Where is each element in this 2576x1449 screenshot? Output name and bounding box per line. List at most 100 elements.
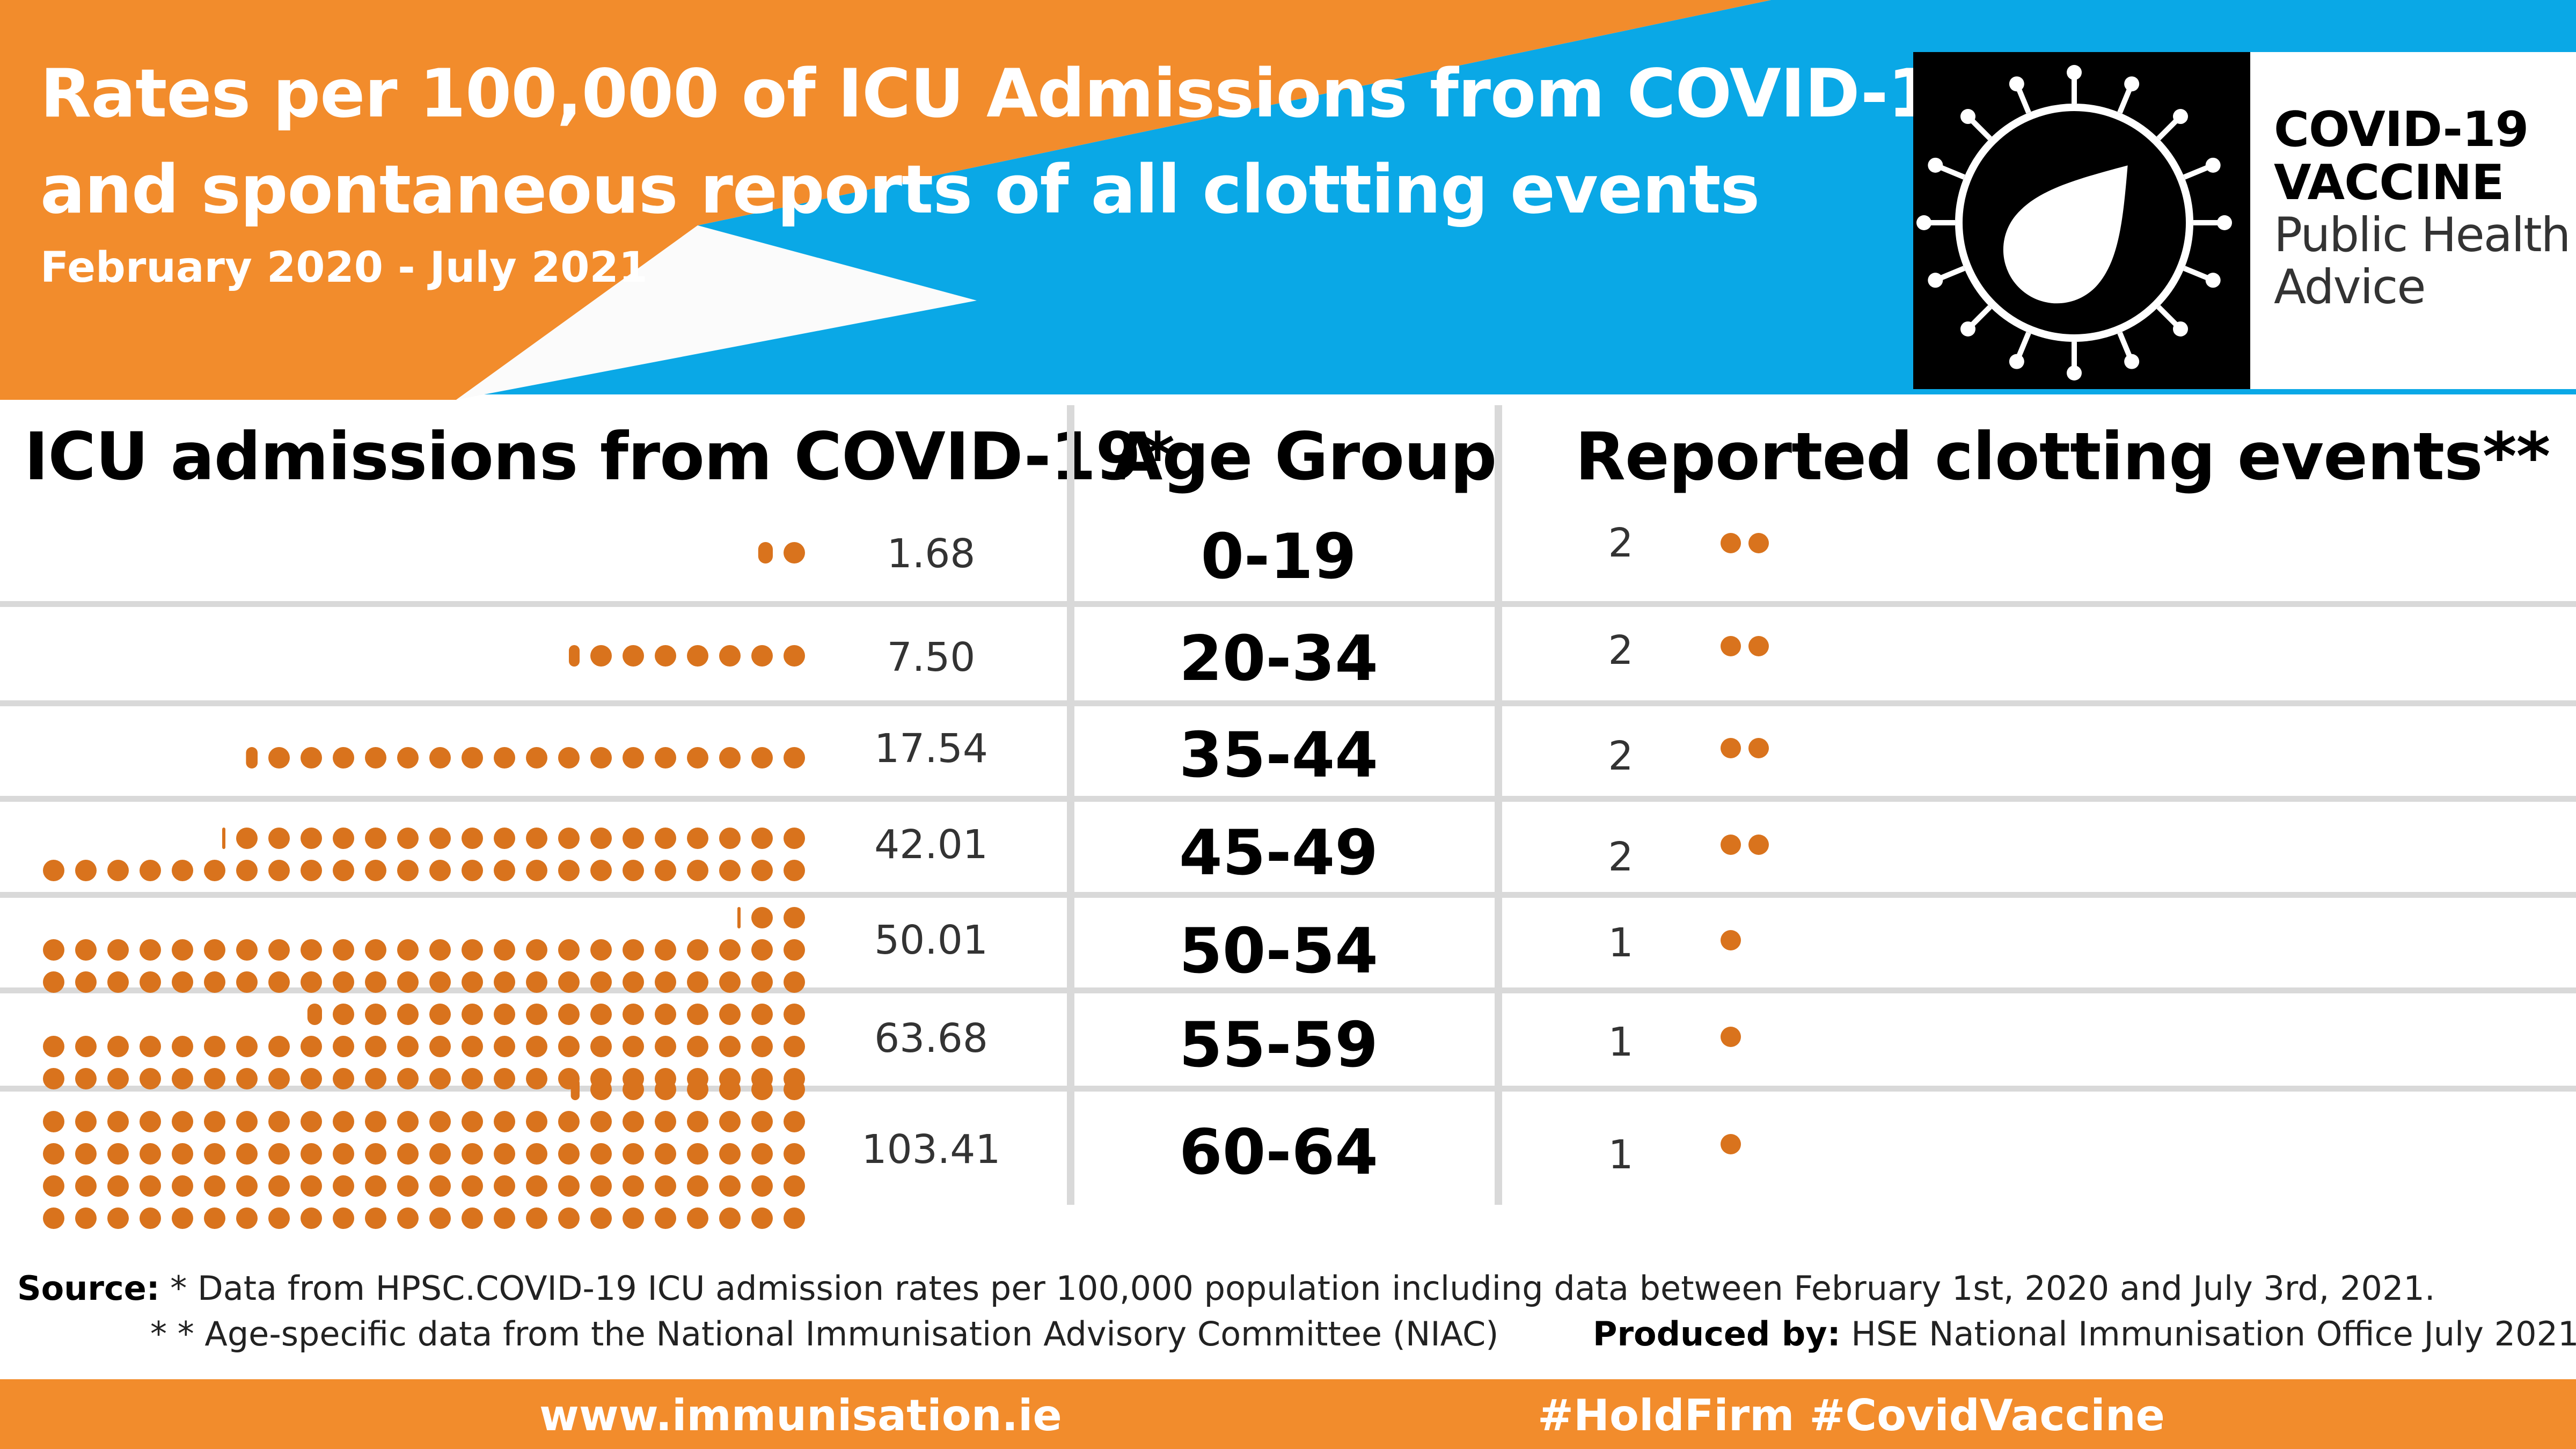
icu-dot [397,1111,419,1132]
icu-dot [719,860,741,881]
icu-dot [107,1111,129,1132]
icu-dot [172,860,193,881]
icu-dot [623,860,644,881]
icu-dot [655,1208,676,1229]
clotting-dot [1748,636,1769,656]
icu-dot-partial [246,747,258,769]
icu-dot [655,1079,676,1100]
icu-dot [687,1208,708,1229]
clotting-dot [1748,533,1769,553]
icu-dot [526,1036,547,1057]
icu-dot [365,1143,386,1165]
icu-rate-label: 63.68 [874,1015,988,1062]
icu-dot [204,1036,225,1057]
icu-dot [751,747,773,769]
icu-dot [784,1111,805,1132]
icu-dot [655,1036,676,1057]
icu-dot [623,1111,644,1132]
website-link[interactable]: www.immunisation.ie [539,1391,1062,1440]
icu-dot [397,1068,419,1089]
icu-dot [494,1068,515,1089]
icu-dot [494,971,515,993]
icu-dot [429,747,451,769]
virus-spike-tip [1928,157,1943,173]
clotting-dot [1721,636,1741,656]
icu-dot [558,939,580,961]
icu-dot [172,1036,193,1057]
source-label: Source: [17,1269,160,1308]
clotting-dot [1721,1027,1741,1047]
icu-dot [751,1004,773,1025]
icu-dot [784,1036,805,1057]
icu-dot [494,860,515,881]
clotting-dot [1721,930,1741,950]
icu-dot [301,1036,322,1057]
virus-spike-tip [2205,157,2221,173]
icu-dot [397,1143,419,1165]
age-group-label: 35-44 [1179,719,1378,792]
chart-title-line2: and spontaneous reports of all clotting … [40,151,1760,229]
icu-dot [558,1036,580,1057]
icu-dot [558,747,580,769]
icu-dot [590,1143,612,1165]
clotting-count-label: 2 [1608,627,1634,674]
icu-dot [268,1143,290,1165]
icu-dot [236,828,258,849]
icu-dot [623,1208,644,1229]
chart-title-line1: Rates per 100,000 of ICU Admissions from… [40,55,1980,133]
produced-by-text: HSE National Immunisation Office July 20… [1851,1314,2576,1353]
icu-dot [687,828,708,849]
icu-dot [333,1143,354,1165]
icu-dot [107,1143,129,1165]
icu-dot [236,939,258,961]
icu-dot [43,1111,64,1132]
icu-dot [365,1111,386,1132]
icu-dot [590,1036,612,1057]
icu-dot [655,1004,676,1025]
icu-dot [172,1208,193,1229]
icu-dot [268,1111,290,1132]
icu-dot [462,1068,483,1089]
icu-dot [397,1175,419,1197]
icu-dot [623,1143,644,1165]
icu-dot [107,1068,129,1089]
icu-dot-partial [758,542,773,564]
icu-dot [655,860,676,881]
age-group-label: 60-64 [1179,1116,1378,1189]
icu-dot [590,1079,612,1100]
icu-dot [590,939,612,961]
icu-dot [397,939,419,961]
icu-dot [140,1036,161,1057]
clotting-dot [1721,835,1741,855]
icu-dot [204,1111,225,1132]
icu-dot [526,971,547,993]
icu-dot [429,1036,451,1057]
icu-dot [140,1208,161,1229]
virus-spike-tip [2217,215,2232,230]
icu-dot [751,1111,773,1132]
icu-dot [462,1111,483,1132]
icu-dot [43,939,64,961]
icu-dot [623,747,644,769]
virus-spike-tip [1960,321,1976,336]
icu-dot [107,1036,129,1057]
source-note: Source: * Data from HPSC.COVID-19 ICU ad… [17,1272,2435,1305]
icu-dot [268,747,290,769]
icu-dot [751,1036,773,1057]
icu-dot [365,747,386,769]
icu-dot [719,645,741,667]
icu-dot [462,747,483,769]
icu-dot [397,747,419,769]
icu-dot [43,1143,64,1165]
icu-dot [719,1004,741,1025]
icu-dot [107,971,129,993]
icu-dot [301,860,322,881]
icu-dot [719,1079,741,1100]
icu-dot [204,939,225,961]
icu-dot [43,860,64,881]
icu-dot [333,1208,354,1229]
icu-dot [268,1175,290,1197]
icu-dot-partial [737,907,741,928]
icu-dot [494,939,515,961]
icu-dot [43,1175,64,1197]
